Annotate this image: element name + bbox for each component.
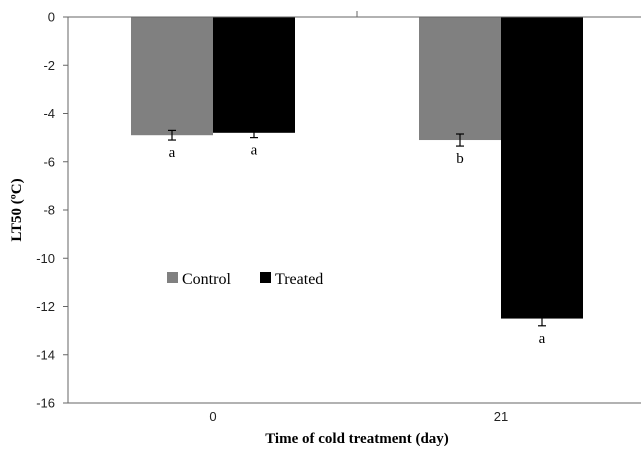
- legend-swatch-treated: [260, 272, 271, 283]
- significance-label-treated-day-21: a: [539, 331, 546, 347]
- bar-treated-day-0: [213, 17, 295, 133]
- significance-label-control-day-0: a: [169, 145, 176, 161]
- significance-label-control-day-21: b: [456, 151, 464, 167]
- x-axis-title: Time of cold treatment (day): [265, 431, 449, 447]
- y-tick-label: -12: [36, 299, 55, 314]
- error-bar-control-day-21: [456, 133, 464, 147]
- significance-label-treated-day-0: a: [251, 143, 258, 159]
- error-bar-treated-day-0: [250, 127, 258, 139]
- legend-label-control: Control: [182, 271, 231, 288]
- bar-treated-day-21: [501, 17, 583, 319]
- bar-control-day-21: [419, 17, 501, 141]
- y-axis-title: LT50 (ºC): [9, 178, 25, 241]
- y-tick-label: 0: [48, 10, 55, 25]
- labels-layer: a b a a 0 -2 -4 -6 -8 -10 -12 -14 -16 0 21: [36, 10, 545, 425]
- axes-layer: [63, 11, 641, 404]
- y-tick-label: -10: [36, 251, 55, 266]
- y-tick-label: -2: [43, 58, 55, 73]
- x-tick-label: 0: [209, 409, 216, 424]
- legend: Control Treated: [167, 271, 323, 288]
- y-tick-label: -6: [43, 154, 55, 169]
- y-tick-label: -4: [43, 106, 55, 121]
- bar-control-day-0: [131, 17, 213, 136]
- bars-layer: [131, 17, 583, 327]
- x-tick-label: 21: [494, 409, 508, 424]
- y-tick-label: -16: [36, 396, 55, 411]
- legend-swatch-control: [167, 272, 178, 283]
- y-tick-label: -8: [43, 203, 55, 218]
- error-bar-treated-day-21: [538, 310, 546, 327]
- y-tick-label: -14: [36, 347, 55, 362]
- error-bar-control-day-0: [168, 129, 176, 141]
- legend-label-treated: Treated: [275, 271, 323, 288]
